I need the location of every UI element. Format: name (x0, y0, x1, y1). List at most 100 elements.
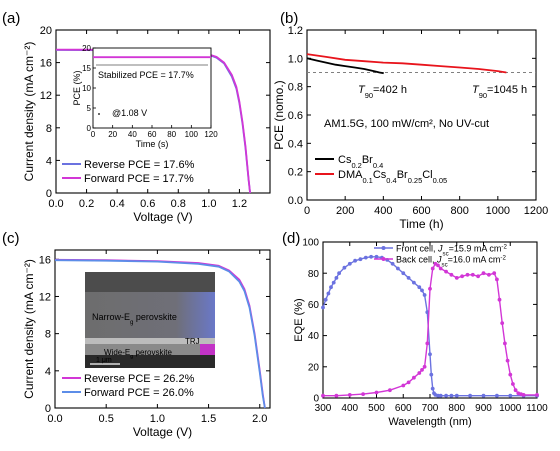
y-tick-label: 40 (308, 331, 320, 342)
sem-substrate (85, 355, 215, 368)
data-point-back-cell (347, 393, 352, 397)
data-point-back-cell (470, 272, 475, 277)
y-tick-label: 1.0 (288, 53, 303, 65)
x-tick-label: 0.8 (171, 198, 186, 210)
y-tick-label: 12 (40, 90, 52, 102)
panel-label: (a) (2, 10, 20, 27)
y-tick-label: 80 (308, 269, 320, 280)
legend-marker (381, 257, 386, 261)
data-point-front-cell (326, 291, 331, 296)
inset-x-tick-label: 40 (128, 130, 137, 139)
x-axis-label: Wavelength (nm) (388, 416, 471, 428)
data-point-back-cell (481, 271, 486, 276)
panel-b: 0 200 400 600 800 1000 1200 0.0 0.2 0.4 0.6 0.8 1.0 1… (272, 10, 548, 231)
data-point-front-cell (321, 305, 325, 310)
scale-bar-label: 1 μm (96, 357, 112, 364)
data-point-front-cell (454, 393, 459, 398)
y-tick-label: 4 (46, 155, 52, 167)
y-axis-label: Current density (mA cm⁻²) (22, 259, 36, 399)
data-point-front-cell (481, 393, 486, 398)
legend-label: Reverse PCE = 17.6% (84, 159, 195, 171)
x-tick-label: 0.0 (47, 413, 62, 425)
x-tick-label: 1200 (524, 205, 548, 217)
plot-frame (55, 29, 271, 194)
data-point-back-cell (497, 297, 502, 302)
sem-label-trj: TRJ (185, 337, 200, 346)
data-point-front-cell (334, 276, 339, 280)
y-tick-label: 0.0 (288, 195, 303, 207)
y-tick-label: 8 (45, 329, 51, 341)
panel-label: (b) (280, 10, 298, 27)
data-point-back-cell (361, 392, 365, 396)
data-point-front-cell (449, 393, 454, 398)
data-point-front-cell (323, 297, 328, 302)
data-point-back-cell (503, 341, 507, 346)
data-point-front-cell (429, 372, 434, 377)
x-tick-label: 0 (304, 205, 310, 217)
inset-annotation: Stabilized PCE = 17.7% (98, 70, 194, 80)
data-point-back-cell (420, 368, 424, 372)
y-tick-label: 60 (308, 300, 320, 311)
data-point-front-cell (417, 285, 422, 290)
panel-c: 0.0 0.5 1.0 1.5 2.0 0 4 8 12 16 Voltage (V) Current… (2, 230, 271, 439)
data-point-back-cell (406, 380, 411, 385)
panel-label: (c) (2, 230, 20, 247)
data-point-back-cell (422, 364, 427, 369)
x-tick-label: 1000 (499, 403, 522, 414)
panel-d: 300 400 500 600 700 800 900 1000 1100 0 20 40 60 80 10… (282, 230, 548, 428)
x-tick-label: 0.5 (99, 413, 114, 425)
data-point-back-cell (521, 393, 526, 397)
sem-wide-accent (200, 344, 215, 355)
legend-label: Forward PCE = 26.0% (84, 387, 194, 399)
data-point-front-cell (430, 386, 435, 391)
series-line-dma (306, 53, 507, 74)
data-point-back-cell (505, 358, 510, 363)
data-point-back-cell (438, 266, 443, 271)
data-point-back-cell (513, 388, 518, 393)
data-point-back-cell (388, 388, 392, 393)
data-point-front-cell (347, 261, 352, 266)
y-tick-label: 0.4 (288, 138, 303, 150)
x-tick-label: 800 (450, 205, 468, 217)
sem-top-layer (85, 272, 215, 292)
panel-a: 0.0 0.2 0.4 0.6 0.8 1.0 1.2 0 4 8 12 16 20 Voltage (V… (2, 10, 271, 224)
y-tick-label: 0 (313, 394, 319, 405)
data-point-front-cell (495, 393, 499, 398)
x-tick-label: 300 (315, 403, 332, 414)
inset-marker-dot (98, 113, 100, 115)
legend: Reverse PCE = 17.6% Forward PCE = 17.7% (62, 159, 195, 185)
data-point-front-cell (444, 393, 448, 398)
data-point-front-cell (337, 271, 341, 276)
inset-y-tick-label: 15 (82, 64, 91, 73)
data-point-front-cell (329, 285, 333, 290)
y-tick-label: 0.2 (288, 167, 303, 179)
sem-inset-image: Narrow-Eg perovskite TRJ Wide-Eg perovskit… (85, 272, 215, 368)
data-point-front-cell (406, 276, 411, 280)
inset-chart: 0 20 40 60 80 100 120 0 5 10 15 20 Time (s) PCE (%) St… (72, 44, 218, 149)
inset-frame (92, 47, 212, 129)
y-tick-label: 20 (308, 362, 320, 373)
legend-label: Front cell, Jsc=15.9 mA cm-2 (396, 243, 507, 257)
x-tick-label: 900 (475, 403, 492, 414)
data-point-front-cell (468, 393, 472, 398)
y-tick-label: 8 (46, 123, 52, 135)
data-point-back-cell (476, 274, 480, 279)
t90-label: T90=402 h (358, 84, 407, 100)
sem-label-narrow: Narrow-Eg perovskite (92, 312, 177, 326)
data-point-back-cell (500, 321, 505, 325)
sem-label-wide: Wide-Eg perovskite (104, 348, 173, 360)
inset-marker-label: @1.08 V (112, 108, 147, 118)
data-point-back-cell (401, 383, 406, 388)
data-point-front-cell (438, 393, 443, 398)
data-point-front-cell (374, 254, 379, 259)
data-point-back-cell (430, 266, 435, 271)
x-tick-label: 800 (448, 403, 465, 414)
data-point-back-cell (425, 341, 430, 346)
data-point-front-cell (396, 266, 400, 271)
data-point-front-cell (358, 257, 363, 262)
data-point-back-cell (436, 263, 440, 268)
y-axis-label: EQE (%) (293, 298, 305, 341)
y-tick-label: 100 (302, 238, 319, 249)
